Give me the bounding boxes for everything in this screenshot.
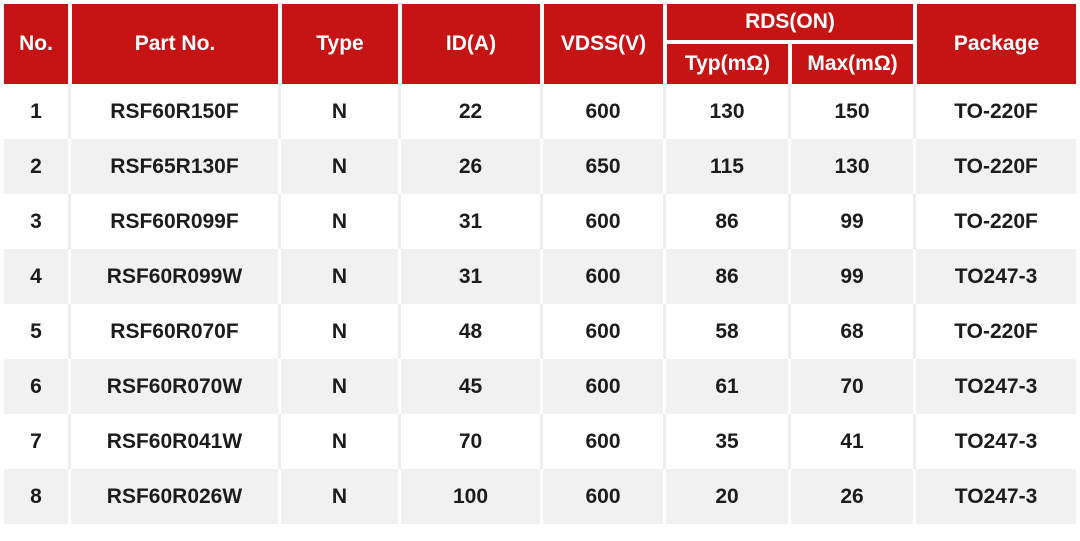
cell-no: 4 — [4, 249, 68, 304]
mosfet-lineup-table: No. Part No. Type ID(A) VDSS(V) RDS(ON) … — [4, 4, 1077, 524]
cell-rds-typ: 58 — [663, 304, 788, 359]
col-header-rds-max: Max(mΩ) — [788, 44, 914, 84]
cell-rds-typ: 61 — [663, 359, 788, 414]
cell-rds-max: 99 — [788, 249, 914, 304]
cell-vdss: 600 — [540, 414, 663, 469]
table-row: 4 RSF60R099W N 31 600 86 99 TO247-3 — [4, 249, 1077, 304]
cell-part-no: RSF60R150F — [68, 84, 278, 139]
table-header: No. Part No. Type ID(A) VDSS(V) RDS(ON) … — [4, 4, 1077, 84]
table-body: 1 RSF60R150F N 22 600 130 150 TO-220F 2 … — [4, 84, 1077, 524]
cell-id-a: 26 — [398, 139, 540, 194]
cell-package: TO247-3 — [913, 249, 1077, 304]
table-row: 1 RSF60R150F N 22 600 130 150 TO-220F — [4, 84, 1077, 139]
cell-id-a: 100 — [398, 469, 540, 524]
cell-no: 6 — [4, 359, 68, 414]
cell-package: TO247-3 — [913, 359, 1077, 414]
cell-part-no: RSF60R099W — [68, 249, 278, 304]
cell-part-no: RSF65R130F — [68, 139, 278, 194]
cell-no: 8 — [4, 469, 68, 524]
cell-rds-typ: 35 — [663, 414, 788, 469]
cell-type: N — [278, 84, 398, 139]
cell-type: N — [278, 359, 398, 414]
header-row-sub: Typ(mΩ) Max(mΩ) — [4, 44, 1076, 84]
cell-rds-typ: 20 — [663, 469, 788, 524]
cell-type: N — [278, 414, 398, 469]
cell-rds-max: 70 — [788, 359, 914, 414]
cell-no: 5 — [4, 304, 68, 359]
cell-no: 1 — [4, 84, 68, 139]
cell-rds-typ: 115 — [663, 139, 788, 194]
cell-package: TO-220F — [913, 304, 1077, 359]
cell-vdss: 600 — [540, 359, 663, 414]
cell-part-no: RSF60R099F — [68, 194, 278, 249]
col-header-no: No. — [4, 4, 68, 84]
cell-package: TO247-3 — [913, 469, 1077, 524]
cell-rds-max: 130 — [788, 139, 914, 194]
table-row: 7 RSF60R041W N 70 600 35 41 TO247-3 — [4, 414, 1077, 469]
col-header-part-no: Part No. — [68, 4, 278, 84]
cell-rds-max: 26 — [788, 469, 914, 524]
cell-id-a: 31 — [398, 249, 540, 304]
table-container: No. Part No. Type ID(A) VDSS(V) RDS(ON) … — [4, 4, 1077, 524]
cell-vdss: 600 — [540, 249, 663, 304]
cell-id-a: 48 — [398, 304, 540, 359]
cell-type: N — [278, 194, 398, 249]
table-row: 6 RSF60R070W N 45 600 61 70 TO247-3 — [4, 359, 1077, 414]
cell-rds-typ: 86 — [663, 249, 788, 304]
col-header-type: Type — [278, 4, 398, 84]
col-header-id-a: ID(A) — [398, 4, 540, 84]
col-header-rds-typ: Typ(mΩ) — [663, 44, 788, 84]
cell-rds-max: 68 — [788, 304, 914, 359]
cell-type: N — [278, 249, 398, 304]
cell-package: TO247-3 — [913, 414, 1077, 469]
table-row: 3 RSF60R099F N 31 600 86 99 TO-220F — [4, 194, 1077, 249]
cell-rds-max: 99 — [788, 194, 914, 249]
cell-type: N — [278, 304, 398, 359]
cell-part-no: RSF60R041W — [68, 414, 278, 469]
cell-type: N — [278, 139, 398, 194]
cell-part-no: RSF60R070F — [68, 304, 278, 359]
cell-vdss: 600 — [540, 84, 663, 139]
cell-id-a: 45 — [398, 359, 540, 414]
col-header-vdss: VDSS(V) — [540, 4, 663, 84]
cell-id-a: 22 — [398, 84, 540, 139]
table-row: 2 RSF65R130F N 26 650 115 130 TO-220F — [4, 139, 1077, 194]
cell-no: 2 — [4, 139, 68, 194]
header-row-main: No. Part No. Type ID(A) VDSS(V) RDS(ON) … — [4, 4, 1077, 84]
col-header-rds-on-group: RDS(ON) — [663, 4, 914, 44]
cell-part-no: RSF60R026W — [68, 469, 278, 524]
cell-package: TO-220F — [913, 139, 1077, 194]
cell-vdss: 600 — [540, 469, 663, 524]
col-header-package: Package — [913, 4, 1077, 84]
cell-rds-max: 41 — [788, 414, 914, 469]
cell-package: TO-220F — [913, 194, 1077, 249]
cell-rds-typ: 86 — [663, 194, 788, 249]
cell-rds-typ: 130 — [663, 84, 788, 139]
cell-type: N — [278, 469, 398, 524]
cell-part-no: RSF60R070W — [68, 359, 278, 414]
cell-vdss: 600 — [540, 194, 663, 249]
cell-package: TO-220F — [913, 84, 1077, 139]
cell-no: 7 — [4, 414, 68, 469]
table-row: 8 RSF60R026W N 100 600 20 26 TO247-3 — [4, 469, 1077, 524]
cell-id-a: 31 — [398, 194, 540, 249]
table-row: 5 RSF60R070F N 48 600 58 68 TO-220F — [4, 304, 1077, 359]
cell-vdss: 600 — [540, 304, 663, 359]
cell-id-a: 70 — [398, 414, 540, 469]
cell-no: 3 — [4, 194, 68, 249]
cell-vdss: 650 — [540, 139, 663, 194]
cell-rds-max: 150 — [788, 84, 914, 139]
